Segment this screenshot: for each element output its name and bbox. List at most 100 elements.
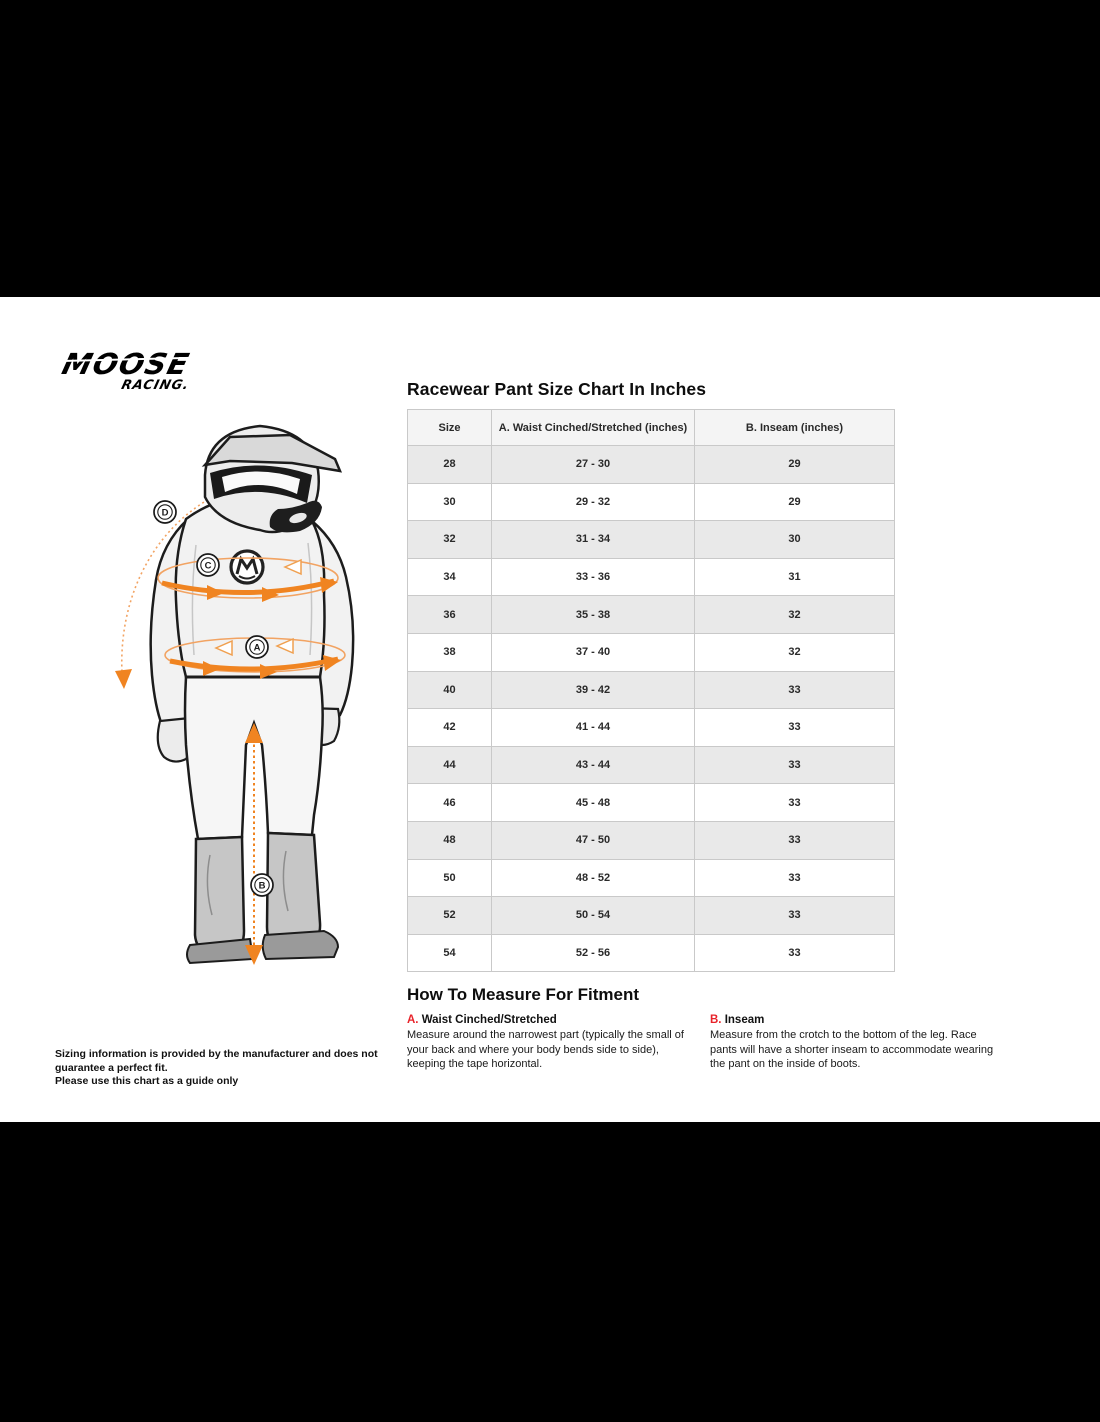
rider-right-boot-sole (261, 929, 340, 961)
boot-detail (282, 850, 289, 912)
measure-instruction-waist-label: A. Waist Cinched/Stretched (407, 1014, 692, 1026)
table-cell: 47 - 50 (491, 820, 695, 860)
measure-a-hollow-arrow (275, 637, 294, 655)
table-row: 46 45 - 48 33 (407, 783, 895, 822)
table-cell: 34 (407, 557, 492, 597)
table-cell: 29 (694, 482, 895, 522)
table-cell: 43 - 44 (491, 745, 695, 785)
chin-vent (289, 512, 307, 524)
table-row: 34 33 - 36 31 (407, 557, 895, 597)
table-cell: 40 (407, 670, 492, 710)
disclaimer-line-1: Sizing information is provided by the ma… (55, 1048, 378, 1074)
table-cell: 48 (407, 820, 492, 860)
table-row: 44 43 - 44 33 (407, 745, 895, 785)
table-cell: 36 (407, 595, 492, 634)
goggle-lens (222, 471, 300, 494)
brand-name-top: MOOSE (59, 347, 194, 380)
table-cell: 29 (694, 445, 895, 484)
table-cell: 33 (694, 783, 895, 822)
figure-label-c-text: C (205, 561, 212, 572)
table-cell: 45 - 48 (491, 783, 695, 822)
measure-a-arrowhead (203, 661, 220, 676)
table-cell: 52 (407, 896, 492, 935)
figure-label-a-text: A (254, 643, 261, 654)
table-cell: 27 - 30 (491, 445, 695, 484)
table-row: 38 37 - 40 32 (407, 632, 895, 672)
rider-left-boot-sole (186, 937, 255, 965)
table-cell: 33 (694, 670, 895, 710)
table-cell: 44 (407, 745, 492, 785)
measure-c-arrowhead (207, 585, 224, 600)
table-cell: 46 (407, 783, 492, 822)
how-to-measure-section: How To Measure For Fitment A. Waist Cinc… (407, 985, 1007, 1072)
table-cell: 50 (407, 858, 492, 898)
measure-c-arrowhead (262, 587, 279, 602)
measure-d-curve (121, 484, 241, 674)
table-row: 52 50 - 54 33 (407, 896, 895, 935)
table-cell: 30 (407, 482, 492, 522)
jersey-moose-m (235, 555, 259, 575)
top-letterbox (0, 0, 1100, 297)
table-row: 30 29 - 32 29 (407, 482, 895, 522)
rider-figure-art: D C A B (115, 424, 355, 965)
jersey-moose-arc (238, 575, 256, 580)
measure-instruction-waist: A. Waist Cinched/Stretched Measure aroun… (407, 1014, 692, 1072)
measure-letter-b: B. (710, 1014, 722, 1026)
table-cell: 33 (694, 820, 895, 860)
table-cell: 33 (694, 745, 895, 785)
column-header-size: Size (407, 409, 492, 446)
measure-instruction-inseam: B. Inseam Measure from the crotch to the… (710, 1014, 995, 1072)
measure-c-hollow-arrow (283, 558, 302, 576)
size-chart-section: Racewear Pant Size Chart In Inches Size … (407, 379, 895, 973)
table-header-row: Size A. Waist Cinched/Stretched (inches)… (407, 409, 895, 446)
how-to-measure-title: How To Measure For Fitment (407, 985, 640, 1004)
moose-racing-logo: MOOSE RACING. (54, 344, 234, 396)
table-cell: 31 - 34 (491, 520, 695, 559)
table-cell: 32 (694, 595, 895, 634)
measure-instruction-waist-text: Measure around the narrowest part (typic… (407, 1029, 684, 1070)
measure-b-arrowhead-top (245, 723, 263, 743)
measure-d-arrowhead (115, 669, 132, 689)
table-row: 48 47 - 50 33 (407, 820, 895, 860)
table-row: 28 27 - 30 29 (407, 445, 895, 484)
table-cell: 48 - 52 (491, 858, 695, 898)
measure-name-inseam: Inseam (724, 1014, 765, 1026)
size-chart-title: Racewear Pant Size Chart In Inches (407, 379, 707, 399)
bottom-letterbox (0, 1122, 1100, 1422)
table-cell: 50 - 54 (491, 896, 695, 935)
figure-label-b: B (250, 873, 274, 897)
table-row: 36 35 - 38 32 (407, 595, 895, 634)
boot-detail (206, 854, 213, 916)
figure-label-d-text: D (162, 508, 169, 519)
table-cell: 33 (694, 708, 895, 747)
table-cell: 35 - 38 (491, 595, 695, 634)
rider-left-boot (193, 835, 246, 955)
figure-label-d: D (153, 500, 177, 524)
how-to-measure-columns: A. Waist Cinched/Stretched Measure aroun… (407, 1014, 1007, 1072)
table-cell: 33 (694, 896, 895, 935)
table-cell: 28 (407, 445, 492, 484)
figure-label-a: A (245, 635, 269, 659)
table-row: 50 48 - 52 33 (407, 858, 895, 898)
table-cell: 33 (694, 858, 895, 898)
table-cell: 52 - 56 (491, 933, 695, 973)
measure-a-arc (169, 656, 339, 672)
table-cell: 31 (694, 557, 895, 597)
measure-a-arrowhead (260, 664, 277, 679)
measure-instruction-inseam-text: Measure from the crotch to the bottom of… (710, 1029, 994, 1070)
helmet-peak (201, 433, 343, 473)
figure-label-c: C (196, 553, 220, 577)
table-row: 42 41 - 44 33 (407, 708, 895, 747)
table-cell: 30 (694, 520, 895, 559)
column-header-waist: A. Waist Cinched/Stretched (inches) (491, 409, 695, 446)
table-cell: 41 - 44 (491, 708, 695, 747)
disclaimer-line-2: Please use this chart as a guide only (55, 1075, 239, 1087)
measure-a-hollow-arrow (214, 639, 233, 657)
table-cell: 32 (407, 520, 492, 559)
measure-c-arc (161, 578, 335, 595)
table-row: 32 31 - 34 30 (407, 520, 895, 559)
measure-c-arrowhead (320, 577, 338, 593)
table-cell: 33 (694, 933, 895, 973)
logo-slash-line (61, 356, 227, 362)
